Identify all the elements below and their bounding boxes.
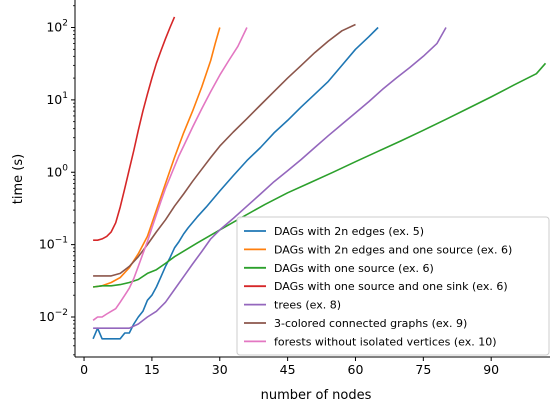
legend-items: DAGs with 2n edges (ex. 5) DAGs with 2n e…: [244, 225, 512, 348]
legend-label-2: DAGs with one source (ex. 6): [274, 262, 434, 275]
legend-label-6: forests without isolated vertices (ex. 1…: [274, 335, 497, 348]
y-tick-label-1: 10−1: [39, 236, 68, 252]
legend: DAGs with 2n edges (ex. 5) DAGs with 2n e…: [236, 216, 550, 356]
x-tick-label-6: 90: [483, 362, 499, 377]
x-axis-ticks: 0 15 30 45 60 75 90: [80, 357, 499, 377]
series-line-3: [93, 16, 176, 241]
x-tick-label-2: 30: [212, 362, 228, 377]
series-line-4: [93, 27, 447, 329]
y-tick-label-0: 10−2: [39, 308, 68, 324]
y-tick-label-3: 101: [46, 91, 68, 107]
legend-frame: [236, 216, 550, 356]
x-tick-label-0: 0: [80, 362, 88, 377]
legend-label-1: DAGs with 2n edges and one source (ex. 6…: [274, 243, 512, 256]
y-axis-ticks: 10−2 10−1 100 101 102: [39, 5, 75, 356]
y-tick-label-4: 102: [46, 19, 68, 35]
legend-label-0: DAGs with 2n edges (ex. 5): [274, 225, 424, 238]
x-tick-label-4: 60: [348, 362, 364, 377]
x-tick-label-1: 15: [144, 362, 160, 377]
legend-label-5: 3-colored connected graphs (ex. 9): [274, 317, 467, 330]
series-line-0: [92, 26, 379, 340]
series-line-6: [92, 27, 248, 321]
x-tick-label-3: 45: [280, 362, 296, 377]
x-axis-label: number of nodes: [261, 388, 372, 403]
legend-label-4: trees (ex. 8): [274, 299, 341, 312]
series-line-1: [92, 27, 221, 288]
x-tick-label-5: 75: [415, 362, 431, 377]
legend-label-3: DAGs with one source and one sink (ex. 6…: [274, 280, 508, 293]
y-axis-label: time (s): [11, 154, 26, 204]
series-layer: [92, 16, 547, 340]
series-line-5: [93, 23, 356, 277]
y-tick-label-2: 100: [46, 163, 68, 179]
